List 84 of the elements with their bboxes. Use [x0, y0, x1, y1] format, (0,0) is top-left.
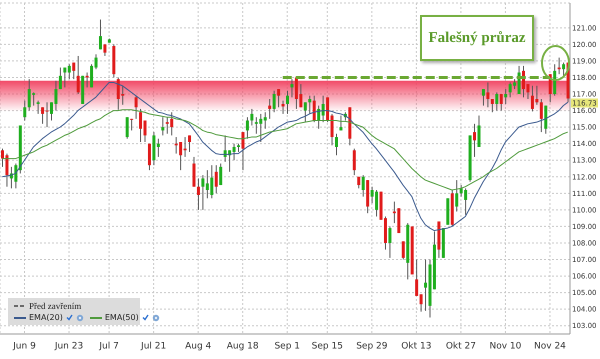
candlestick [339, 115, 342, 131]
candlestick [5, 153, 8, 188]
candlestick [272, 90, 276, 113]
candlestick [544, 105, 548, 134]
annotation: Falešný průraz [420, 15, 534, 61]
candlestick [139, 108, 142, 143]
x-tick-label: Jul 21 [140, 341, 166, 352]
candlestick [166, 116, 169, 134]
candlestick [482, 88, 485, 106]
candlestick [477, 115, 480, 148]
candlestick [214, 164, 218, 194]
candlestick [54, 80, 58, 112]
x-tick-label: Sep 29 [356, 341, 388, 352]
candlestick [504, 88, 508, 104]
x-tick-label: Jul 7 [98, 341, 119, 352]
candlestick [23, 100, 26, 122]
candlestick [58, 67, 62, 90]
candlestick [535, 85, 538, 106]
candlestick [553, 64, 556, 96]
candlestick [148, 143, 151, 171]
candlestick [76, 55, 80, 95]
legend-label: EMA(50) [104, 313, 139, 322]
candlestick [126, 116, 129, 140]
candlestick [362, 174, 365, 198]
candlestick [241, 132, 244, 171]
x-tick-label: Nov 24 [534, 341, 566, 352]
candlestick [540, 98, 543, 133]
candlestick [286, 90, 289, 114]
x-tick-label: Aug 4 [185, 341, 212, 352]
candlestick [68, 64, 71, 80]
candlestick [495, 92, 498, 112]
candlestick [156, 138, 160, 158]
candlestick [98, 19, 102, 50]
candlestick [282, 100, 285, 114]
candlestick [312, 95, 316, 123]
candlestick [304, 102, 307, 123]
candlestick [72, 62, 76, 80]
x-tick-label: Okt 13 [401, 341, 432, 352]
candlestick [134, 95, 138, 120]
candlestick [562, 62, 566, 78]
candlestick [250, 108, 254, 126]
candlestick [460, 184, 463, 198]
candlestick [86, 72, 89, 88]
x-tick-label: Sep 15 [312, 341, 343, 352]
legend-label: EMA(20) [29, 313, 63, 322]
candlestick [210, 164, 214, 199]
candlestick [424, 259, 428, 312]
candlestick [490, 98, 494, 113]
candlestick [219, 163, 222, 186]
candlestick [41, 106, 44, 124]
candlestick [246, 116, 249, 140]
candlestick [486, 82, 490, 108]
candlestick [36, 100, 40, 114]
candlestick [352, 148, 356, 176]
candlestick [455, 180, 458, 212]
x-tick-label: Jun 23 [54, 341, 84, 352]
candlestick [290, 78, 294, 98]
candlestick [277, 88, 280, 108]
candlestick [500, 94, 503, 112]
candlestick [170, 112, 174, 136]
candlestick [308, 95, 312, 114]
x-tick-label: Aug 18 [226, 341, 259, 352]
candlestick [28, 78, 31, 112]
candlestick [268, 98, 272, 120]
candlestick [192, 156, 196, 188]
candlestick [196, 178, 200, 210]
candlestick [473, 123, 476, 158]
x-tick-label: Sep 1 [274, 341, 300, 352]
candlestick [334, 133, 338, 156]
candlestick [130, 118, 134, 131]
candlestick [388, 226, 392, 258]
annotation: Před zavřením [29, 301, 82, 311]
x-tick-label: Okt 27 [446, 341, 476, 352]
candlestick [402, 240, 405, 260]
candlestick [174, 136, 178, 154]
candlestick [161, 116, 164, 136]
candlestick [264, 112, 267, 130]
candlestick [116, 76, 120, 110]
x-tick-label: Jun 9 [12, 341, 36, 352]
candlestick [508, 82, 512, 98]
candlestick [188, 134, 192, 152]
x-tick-label: Nov 10 [489, 341, 522, 352]
candlestick [558, 57, 561, 75]
candlestick [259, 113, 262, 143]
